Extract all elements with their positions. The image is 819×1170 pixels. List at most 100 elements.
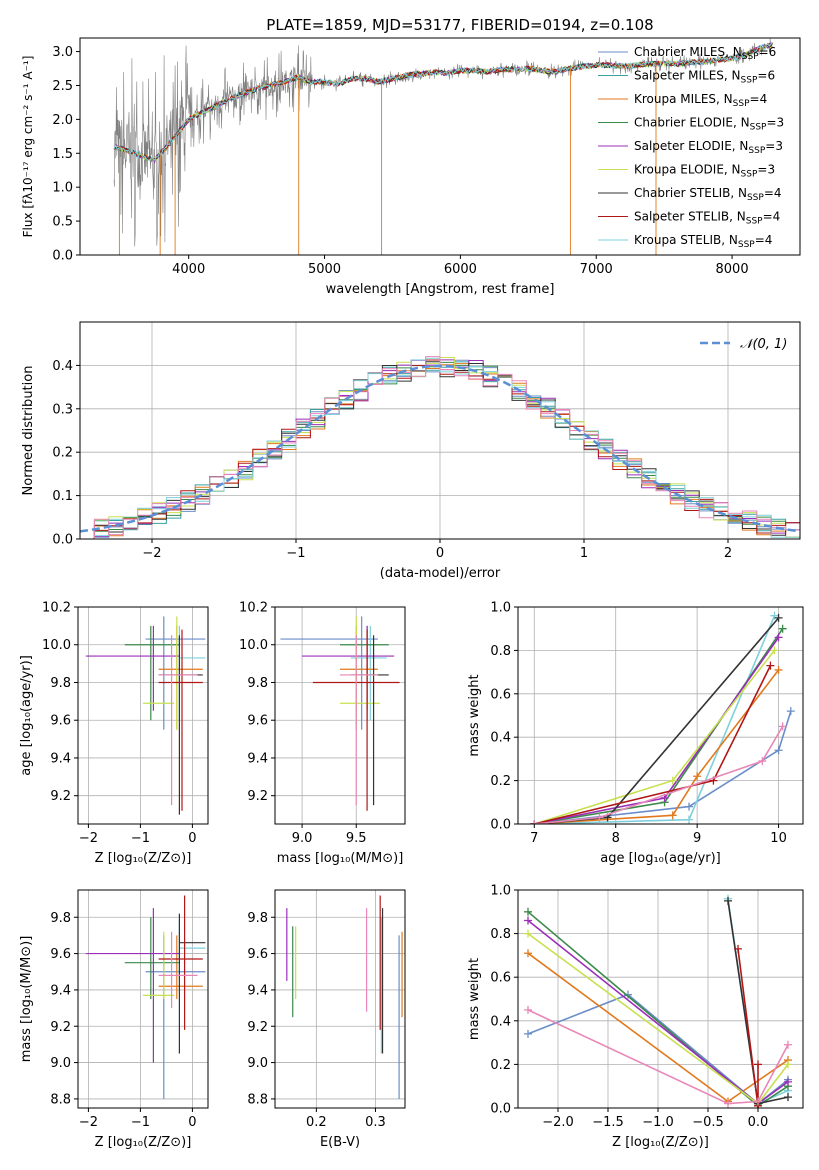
weight-marker: [770, 611, 779, 620]
legend-sub: SSP: [747, 193, 764, 203]
y-tick-label: 10.0: [239, 638, 268, 653]
x-tick-label: −0.5: [692, 1115, 724, 1130]
y-tick-label: 9.2: [247, 1020, 268, 1035]
weight-marker: [778, 624, 787, 633]
x-axis-label: age [log₁₀(age/yr)]: [600, 851, 721, 866]
legend-suffix: =3: [757, 163, 775, 177]
weight-marker: [774, 665, 783, 674]
weight-line-2: [534, 615, 776, 824]
x-tick-label: 2: [724, 546, 732, 561]
plot-area: [80, 322, 800, 539]
x-tick-label: −1.5: [592, 1115, 624, 1130]
axes-frame: [79, 321, 801, 540]
y-tick-label: 0.8: [490, 644, 511, 659]
weight-marker: [766, 661, 775, 670]
data-point-7: [158, 635, 203, 815]
weight-line-3: [534, 669, 780, 824]
data-point-4: [124, 625, 180, 721]
x-tick-label: −2: [79, 1115, 98, 1130]
legend-suffix: =3: [766, 116, 784, 130]
weight-marker: [778, 722, 787, 731]
x-axis-label: Z [log₁₀(Z/Z⊙)]: [612, 1135, 709, 1150]
data-point-9: [158, 635, 198, 806]
x-tick-label: −2: [79, 831, 98, 846]
x-tick-label: −1: [131, 1115, 150, 1130]
weight-line-9: [534, 725, 784, 824]
legend-entry: Salpeter ELODIE, NSSP=3: [634, 139, 783, 156]
legend-text: Chabrier STELIB, N: [634, 186, 747, 200]
y-axis-label: mass weight: [467, 674, 482, 756]
weight-marker: [668, 811, 677, 820]
data-point-7: [178, 913, 206, 1054]
data-point-1: [145, 935, 206, 1099]
y-tick-label: 1.0: [490, 601, 511, 616]
x-tick-label: 8: [612, 831, 620, 846]
y-tick-label: 1.5: [52, 147, 73, 162]
plot-area: [78, 607, 208, 824]
legend-entry: Kroupa ELODIE, NSSP=3: [634, 163, 775, 180]
data-point-9: [340, 635, 378, 806]
y-axis-label: mass weight: [467, 958, 482, 1040]
y-tick-label: 0.6: [490, 971, 511, 986]
x-tick-label: 0.0: [748, 1115, 769, 1130]
legend-sub: SSP: [741, 76, 758, 86]
weight-marker: [784, 1093, 792, 1102]
y-tick-label: 0.5: [52, 215, 73, 230]
y-axis-label: Normed distribution: [21, 366, 36, 496]
plot-area: [275, 607, 405, 824]
legend: 𝒩(0, 1): [700, 337, 787, 352]
data-point-1: [145, 616, 206, 730]
weight-marker: [770, 646, 779, 655]
y-tick-label: 3.0: [52, 45, 73, 60]
weight-marker: [524, 1005, 532, 1014]
y-tick-label: 9.6: [50, 714, 71, 729]
legend-sub: SSP: [746, 217, 763, 227]
legend-sub: SSP: [748, 146, 765, 156]
legend-entry: Kroupa STELIB, NSSP=4: [634, 233, 772, 250]
legend-text: Chabrier ELODIE, N: [634, 116, 750, 130]
x-tick-label: 7: [530, 831, 538, 846]
x-tick-label: 4000: [172, 262, 205, 277]
y-tick-label: 9.4: [247, 751, 268, 766]
model-line-9: [113, 42, 773, 161]
y-tick-label: 8.8: [50, 1092, 71, 1107]
weight-marker: [784, 1040, 792, 1049]
weight-line-5: [534, 636, 780, 824]
y-tick-label: 0.6: [490, 687, 511, 702]
legend-sub: SSP: [741, 170, 758, 180]
legend-entry: Chabrier ELODIE, NSSP=3: [634, 116, 784, 133]
data-point-6: [143, 616, 178, 730]
y-tick-label: 10.0: [42, 638, 71, 653]
legend-entry: 𝒩(0, 1): [740, 337, 787, 352]
weight-marker: [595, 813, 604, 822]
axes-frame: [517, 606, 804, 825]
legend-entry: Kroupa MILES, NSSP=4: [634, 92, 767, 109]
weight-line-8: [737, 948, 759, 1106]
y-tick-label: 9.4: [50, 983, 71, 998]
y-tick-label: 9.2: [247, 789, 268, 804]
x-tick-label: 9: [693, 831, 701, 846]
y-tick-label: 9.6: [50, 947, 71, 962]
plot-area: [518, 890, 803, 1108]
y-axis-label: mass [log₁₀(M/M⊙)]: [19, 936, 34, 1063]
legend-sub: SSP: [733, 99, 750, 109]
axes-frame: [77, 606, 209, 825]
x-axis-label: (data-model)/error: [380, 566, 501, 581]
legend-entry: Chabrier MILES, NSSP=6: [634, 45, 776, 62]
panel-age-vs-Z: −2 −1 0 9.2 9.4 9.6 9.8 10.0 10.2 Z [log₁₀(Z/Z⊙)]…: [19, 601, 209, 866]
axes-frame: [274, 889, 406, 1109]
weight-marker: [668, 776, 677, 785]
y-tick-label: 0.0: [52, 533, 73, 548]
legend-entry: Salpeter STELIB, NSSP=4: [634, 210, 780, 227]
y-tick-label: 0.1: [52, 489, 73, 504]
data-point-9: [158, 931, 198, 1009]
x-axis-label: wavelength [Angstrom, rest frame]: [326, 282, 555, 297]
data-point-3: [158, 625, 203, 730]
x-tick-label: 0: [436, 546, 444, 561]
x-tick-label: 6000: [444, 262, 477, 277]
weight-marker: [784, 1060, 792, 1069]
weight-marker: [774, 613, 783, 622]
weight-marker: [754, 1060, 762, 1069]
data-point-5: [85, 625, 180, 711]
